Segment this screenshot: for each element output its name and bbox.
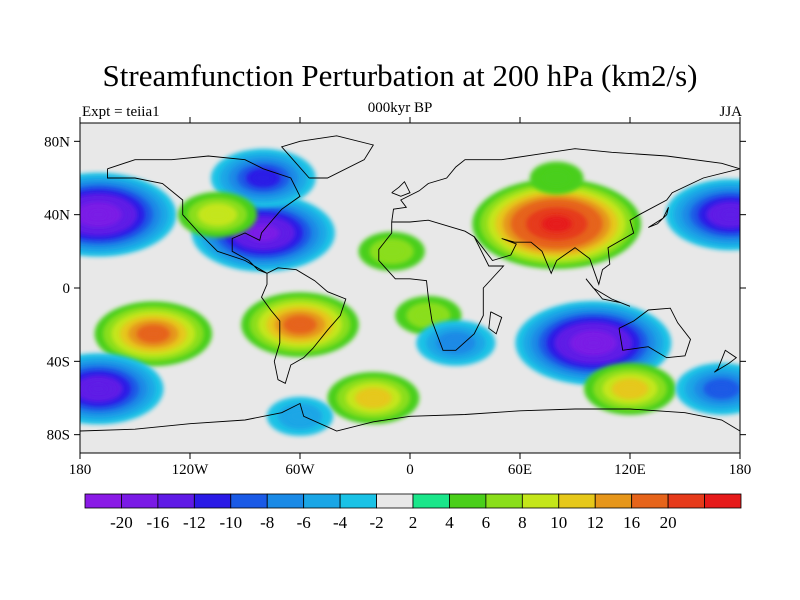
anomaly-contour bbox=[585, 338, 602, 348]
colorbar-box bbox=[631, 493, 669, 509]
anomaly-contour bbox=[207, 208, 228, 221]
colorbar-label: 12 bbox=[587, 513, 604, 532]
colorbar-label: -16 bbox=[147, 513, 170, 532]
colorbar-label: 4 bbox=[445, 513, 454, 532]
anomaly-contour bbox=[543, 169, 571, 187]
colorbar-box bbox=[594, 493, 633, 509]
colorbar-label: 20 bbox=[660, 513, 677, 532]
coastline bbox=[648, 207, 669, 228]
colorbar-label: -4 bbox=[333, 513, 348, 532]
anomaly-contour bbox=[712, 383, 731, 395]
coastline bbox=[618, 307, 692, 359]
lat-tick-label: 40N bbox=[44, 208, 70, 224]
colorbar-box bbox=[667, 493, 705, 509]
season-label: JJA bbox=[719, 104, 742, 120]
lat-tick-label: 40S bbox=[47, 354, 70, 370]
coastlines bbox=[80, 135, 740, 432]
anomaly-contour bbox=[90, 210, 107, 219]
colorbar-label: -2 bbox=[369, 513, 383, 532]
colorbar-box bbox=[266, 493, 305, 509]
coastline bbox=[280, 135, 375, 179]
colorbar-label: 6 bbox=[482, 513, 491, 532]
lat-tick-label: 80S bbox=[47, 428, 70, 444]
anomaly-contour bbox=[291, 320, 309, 330]
coastline bbox=[391, 180, 411, 197]
axis-ticks: 80N 40N 0 40S 80S 180 120W 60W 0 60E 120E 180 bbox=[44, 117, 751, 478]
anomaly-contour bbox=[620, 383, 640, 395]
colorbar-box bbox=[84, 493, 122, 509]
colorbar-label: -20 bbox=[110, 513, 133, 532]
anomaly-contour bbox=[255, 228, 272, 238]
lon-tick-label: 60E bbox=[508, 462, 532, 478]
anomaly-contour bbox=[417, 308, 440, 323]
colorbar: -20 -16 -12 -10 -8 -6 -4 -2 2 4 6 8 10 12 16 20 bbox=[84, 493, 742, 532]
coastline bbox=[260, 267, 347, 384]
plot-title: Streamfunction Perturbation at 200 hPa (… bbox=[102, 58, 698, 93]
streamfunction-field bbox=[80, 148, 740, 436]
colorbar-label: 8 bbox=[518, 513, 527, 532]
lon-tick-label: 180 bbox=[69, 462, 92, 478]
colorbar-box bbox=[449, 493, 487, 509]
colorbar-box bbox=[485, 493, 523, 509]
lat-tick-label: 0 bbox=[63, 281, 71, 297]
anomaly-contour bbox=[380, 244, 403, 258]
colorbar-label: -12 bbox=[183, 513, 206, 532]
colorbar-label: -8 bbox=[260, 513, 274, 532]
coastline bbox=[488, 311, 503, 335]
experiment-label: Expt = teiia1 bbox=[82, 104, 160, 120]
colorbar-label: 16 bbox=[623, 513, 640, 532]
anomaly-contour bbox=[90, 384, 107, 394]
colorbar-box bbox=[230, 493, 268, 509]
coastline bbox=[80, 402, 740, 432]
anomaly-contour bbox=[288, 409, 312, 423]
colorbar-box bbox=[558, 493, 596, 509]
colorbar-box bbox=[376, 493, 414, 509]
colorbar-label: 10 bbox=[550, 513, 567, 532]
lon-tick-label: 180 bbox=[729, 462, 752, 478]
anomaly-contour bbox=[254, 173, 273, 183]
coastline bbox=[473, 168, 740, 286]
anomaly-contour bbox=[445, 337, 466, 349]
anomaly-contour bbox=[722, 210, 739, 220]
anomaly-contour bbox=[364, 392, 383, 404]
colorbar-box bbox=[157, 493, 195, 509]
plot-subtitle: 000kyr BP bbox=[367, 100, 433, 116]
lon-tick-label: 60W bbox=[285, 462, 315, 478]
lat-tick-label: 80N bbox=[44, 134, 70, 150]
anomaly-contour bbox=[548, 219, 565, 228]
coastline bbox=[585, 278, 631, 307]
colorbar-box bbox=[704, 493, 742, 509]
anomaly-contour bbox=[144, 329, 162, 339]
coastline bbox=[107, 155, 301, 274]
lon-tick-label: 120W bbox=[172, 462, 210, 478]
colorbar-box bbox=[339, 493, 377, 509]
coastline bbox=[378, 219, 505, 351]
coastline bbox=[713, 349, 738, 373]
colorbar-label: -10 bbox=[219, 513, 242, 532]
colorbar-box bbox=[121, 493, 159, 509]
colorbar-box bbox=[521, 493, 560, 509]
colorbar-box bbox=[193, 493, 232, 509]
colorbar-label: -6 bbox=[297, 513, 311, 532]
lon-tick-label: 120E bbox=[614, 462, 646, 478]
colorbar-box bbox=[303, 493, 341, 509]
lon-tick-label: 0 bbox=[406, 462, 414, 478]
colorbar-box bbox=[412, 493, 450, 509]
coastline bbox=[391, 148, 740, 223]
colorbar-label: 2 bbox=[409, 513, 418, 532]
